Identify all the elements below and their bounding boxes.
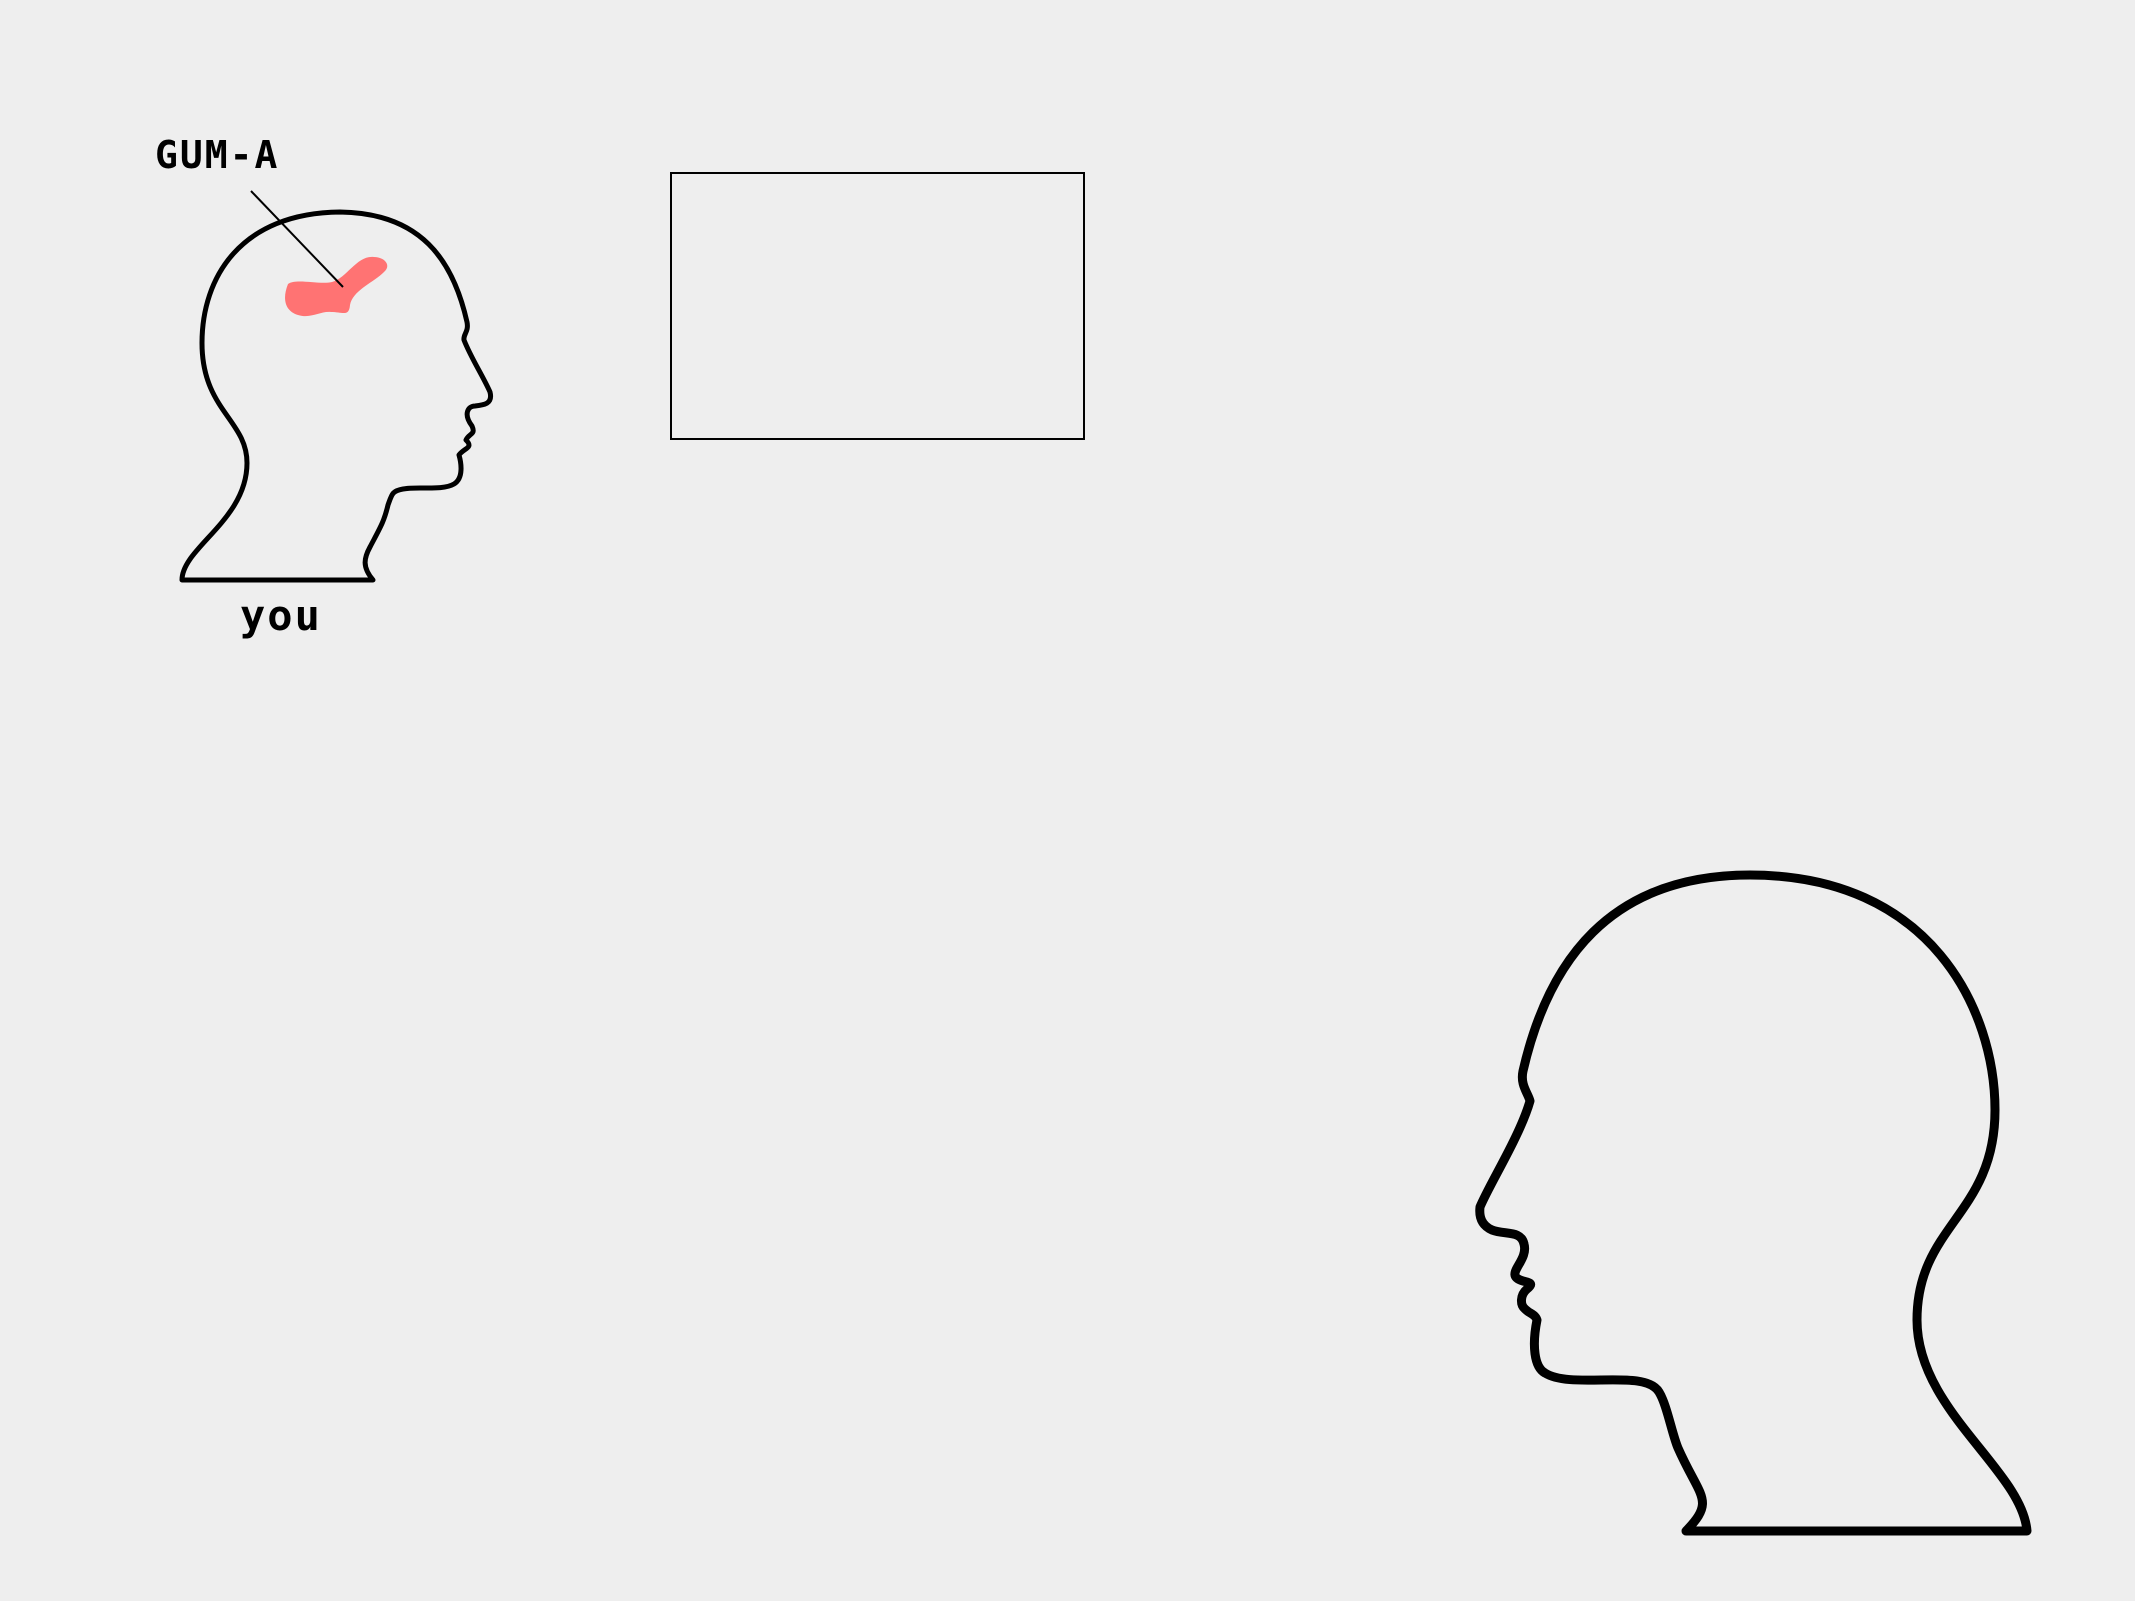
region-pointer-line: [250, 190, 344, 288]
empty-box: [670, 172, 1085, 440]
small-head-outline: [179, 209, 494, 583]
large-head: [1475, 870, 2032, 1536]
brain-region-highlight: [285, 256, 388, 317]
person-label: you: [240, 591, 322, 640]
region-label: GUM-A: [155, 133, 279, 177]
small-head: GUM-A you: [155, 133, 494, 640]
large-head-outline: [1475, 870, 2032, 1536]
